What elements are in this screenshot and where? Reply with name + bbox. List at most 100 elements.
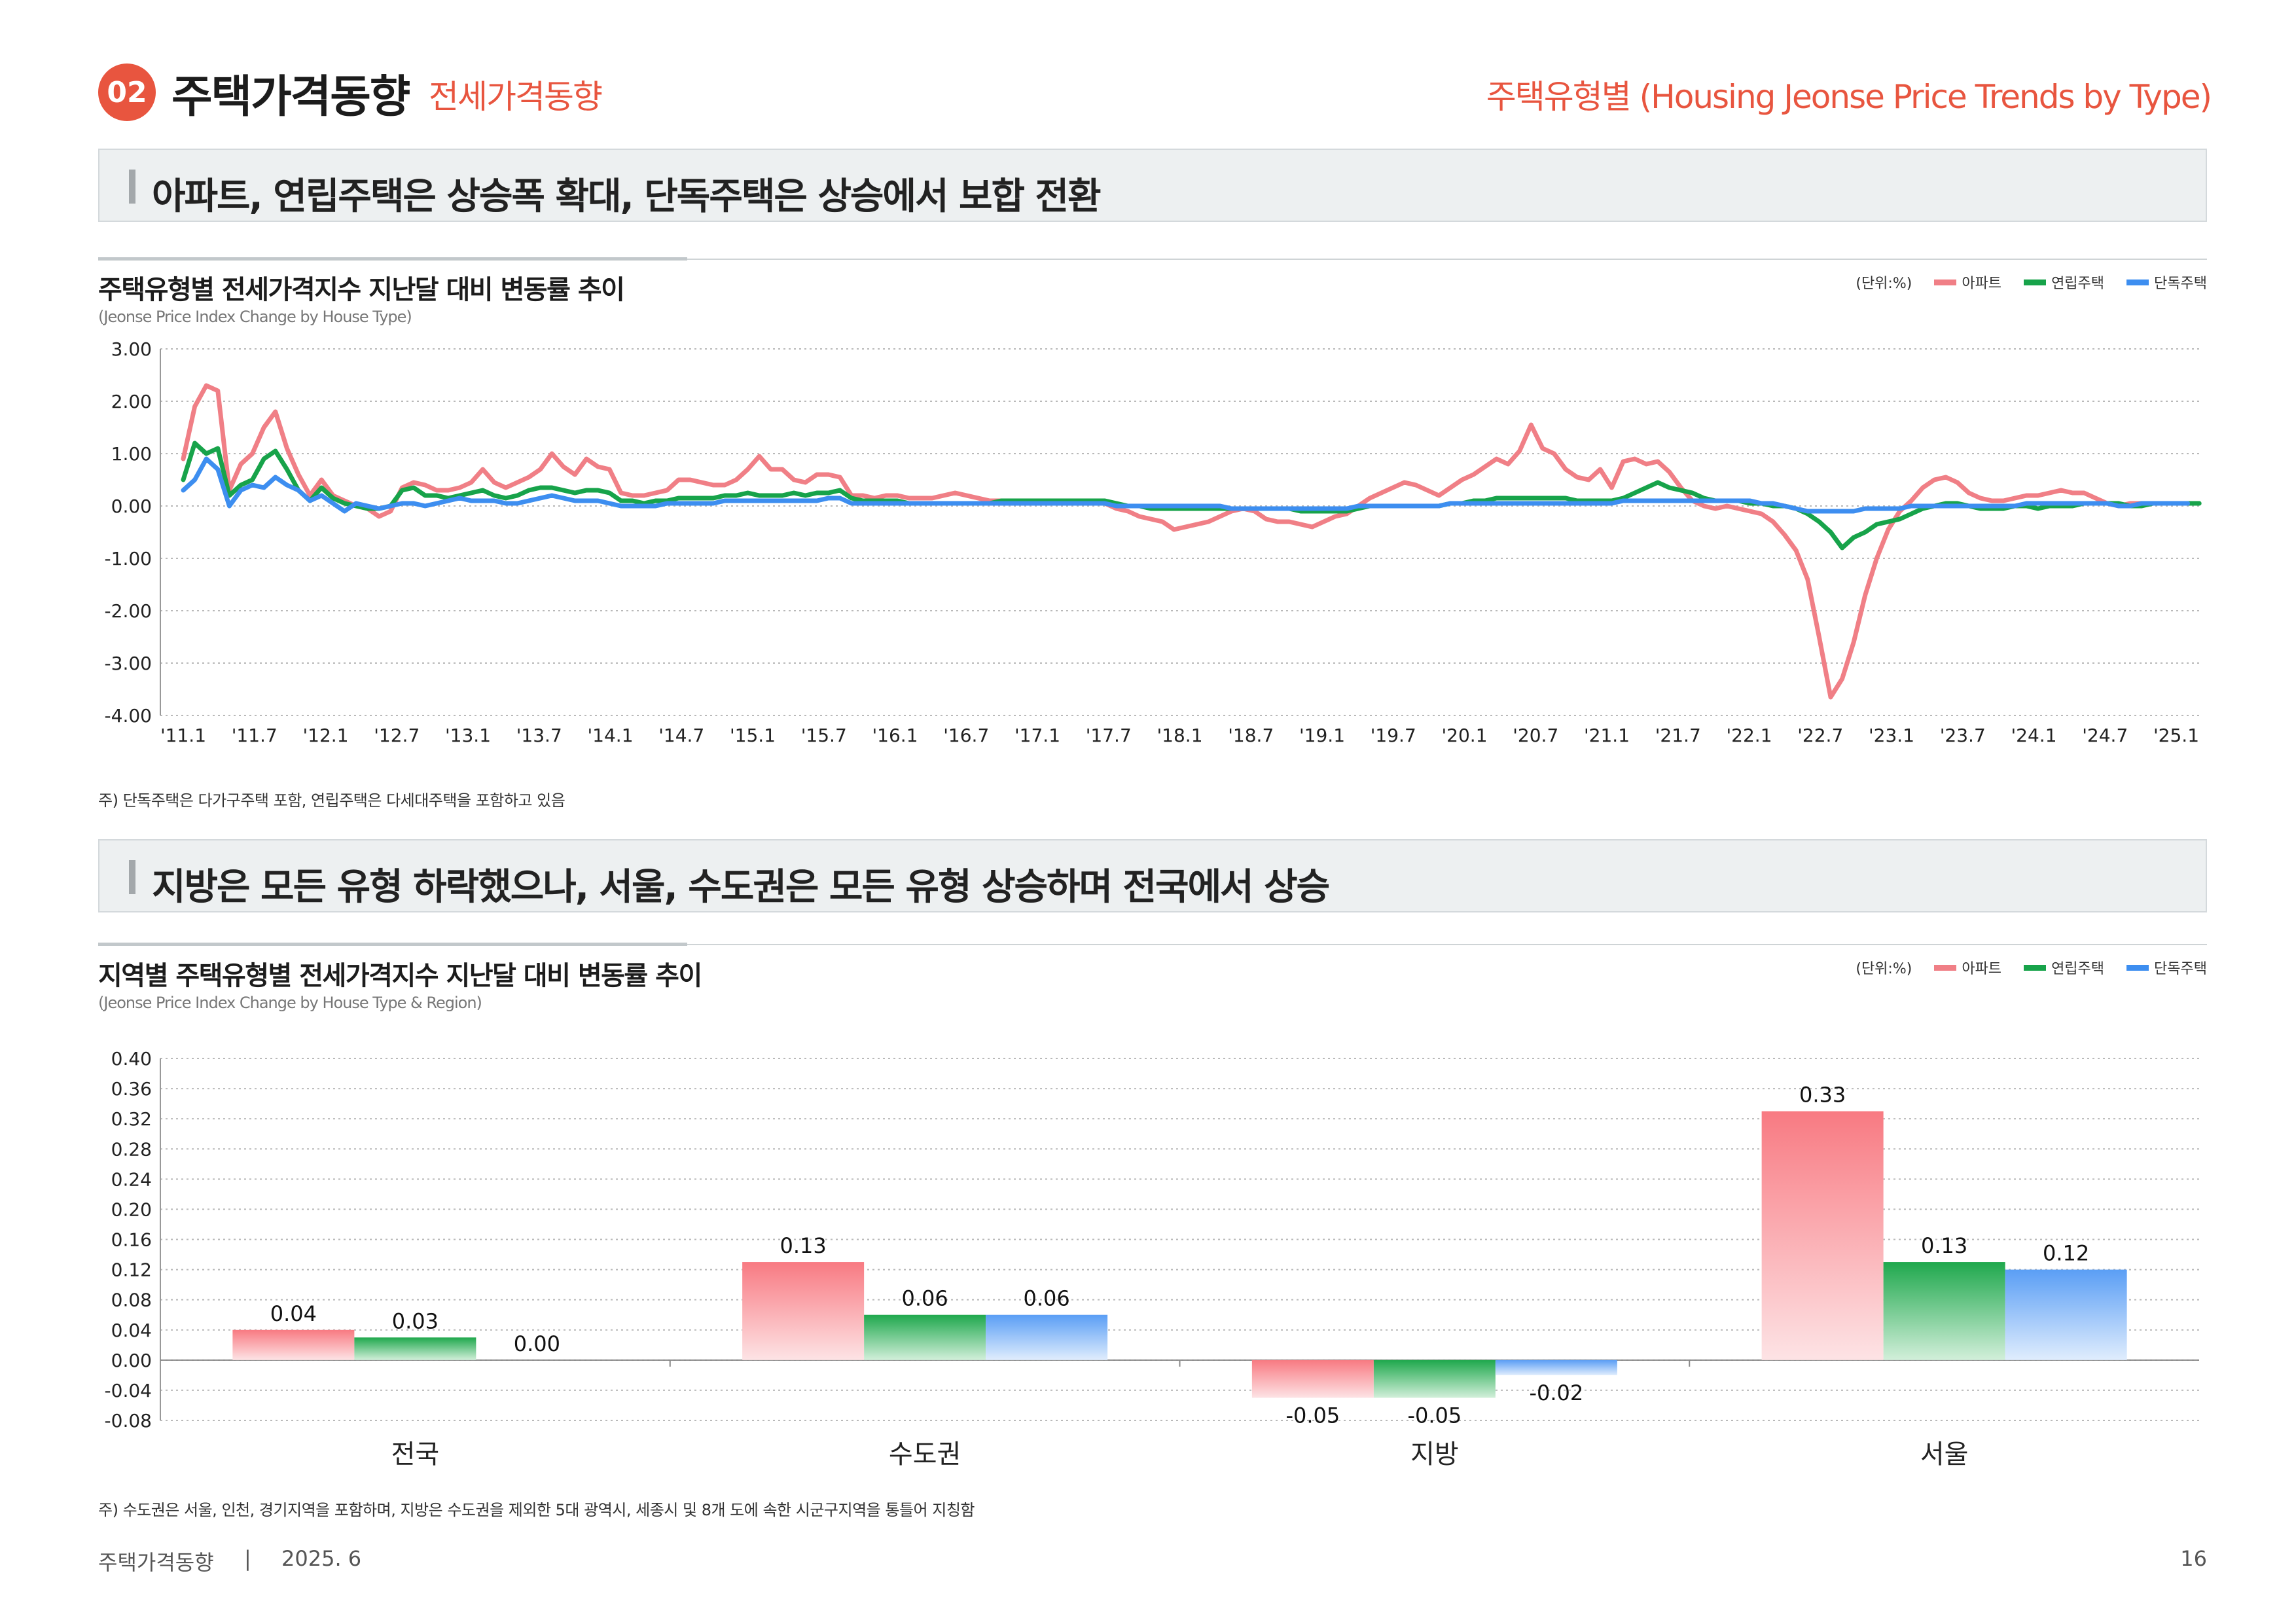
bar-단독주택 — [2005, 1269, 2127, 1360]
x-tick-label: '12.1 — [302, 725, 348, 746]
chart2-title: 지역별 주택유형별 전세가격지수 지난달 대비 변동률 추이 — [98, 961, 702, 991]
legend-row-label: 연립주택 — [2051, 276, 2105, 292]
x-tick-label: '18.7 — [1228, 725, 1274, 746]
x-tick-label: '15.7 — [801, 725, 847, 746]
x-tick-label: '13.7 — [516, 725, 562, 746]
bar-단독주택 — [986, 1314, 1108, 1360]
legend-det-label: 단독주택 — [2154, 961, 2207, 977]
x-tick-label: '17.1 — [1014, 725, 1060, 746]
section1-headline: 아파트, 연립주택은 상승폭 확대, 단독주택은 상승에서 보합 전환 — [152, 175, 1102, 218]
legend-unit: (단위:%) — [1856, 961, 1912, 977]
x-tick-label: '14.1 — [587, 725, 633, 746]
section2-headline: 지방은 모든 유형 하락했으나, 서울, 수도권은 모든 유형 상승하며 전국에… — [152, 866, 1330, 909]
x-tick-label: '18.1 — [1157, 725, 1202, 746]
x-tick-label: '22.1 — [1726, 725, 1772, 746]
series-line-단독주택 — [181, 456, 2191, 514]
y-tick-label: -0.08 — [105, 1410, 152, 1432]
data-label: -0.05 — [1285, 1403, 1340, 1428]
bar-아파트 — [1761, 1111, 1884, 1360]
legend-det: 단독주택 — [2126, 957, 2207, 978]
x-tick-label: '21.1 — [1584, 725, 1630, 746]
page-subtitle: 전세가격동향 — [429, 78, 603, 116]
chart2-legend: (단위:%) 아파트 연립주택 단독주택 — [1856, 957, 2207, 978]
y-tick-label: -0.04 — [105, 1380, 152, 1401]
bar-아파트 — [1251, 1360, 1374, 1398]
data-label: 0.03 — [392, 1308, 439, 1333]
chart1-legend: (단위:%) 아파트 연립주택 단독주택 — [1856, 272, 2207, 293]
bar-단독주택 — [1495, 1360, 1617, 1375]
category-label: 전국 — [391, 1439, 440, 1470]
y-tick-label: 2.00 — [111, 391, 152, 412]
x-tick-label: '16.7 — [943, 725, 989, 746]
section1-banner: 아파트, 연립주택은 상승폭 확대, 단독주택은 상승에서 보합 전환 — [98, 149, 2207, 222]
y-tick-label: 1.00 — [111, 443, 152, 465]
x-tick-label: '11.7 — [232, 725, 278, 746]
section2-banner: 지방은 모든 유형 하락했으나, 서울, 수도권은 모든 유형 상승하며 전국에… — [98, 839, 2207, 912]
x-tick-label: '23.1 — [1869, 725, 1914, 746]
x-tick-label: '13.1 — [445, 725, 491, 746]
series-line-아파트 — [181, 383, 2179, 700]
chart2-top-rule — [98, 943, 2207, 946]
legend-apt: 아파트 — [1934, 272, 2001, 293]
line-chart: 3.00 2.00 1.00 0.00 -1.00 -2.00 -3.00 -4.00 '11.… — [105, 338, 2202, 746]
legend-row-swatch — [2024, 964, 2047, 971]
y-tick-label: 0.36 — [111, 1078, 152, 1100]
y-tick-label: -4.00 — [105, 705, 152, 727]
y-tick-label: 0.24 — [111, 1168, 152, 1190]
data-label: 0.06 — [1024, 1286, 1070, 1311]
bar-연립주택 — [1373, 1360, 1496, 1398]
legend-apt-label: 아파트 — [1962, 276, 2002, 292]
y-tick-label: 0.12 — [111, 1259, 152, 1281]
legend-det: 단독주택 — [2126, 272, 2207, 293]
y-tick-label: -2.00 — [105, 600, 152, 622]
x-tick-label: '21.7 — [1655, 725, 1701, 746]
series-line-연립주택 — [181, 441, 2202, 550]
y-tick-label: 3.00 — [111, 338, 152, 360]
legend-apt-swatch — [1934, 279, 1957, 285]
banner-accent-bar — [129, 170, 135, 204]
category-label: 지방 — [1410, 1439, 1459, 1470]
x-tick-label: '24.1 — [2011, 725, 2056, 746]
chart2-subtitle: (Jeonse Price Index Change by House Type… — [98, 994, 482, 1012]
y-tick-label: -3.00 — [105, 653, 152, 674]
legend-apt: 아파트 — [1934, 957, 2001, 978]
data-label: -0.02 — [1529, 1380, 1583, 1405]
x-tick-label: '16.1 — [872, 725, 918, 746]
y-tick-label: 0.00 — [111, 1350, 152, 1371]
legend-row-label: 연립주택 — [2051, 961, 2105, 977]
x-tick-label: '19.7 — [1371, 725, 1416, 746]
data-label: 0.12 — [2043, 1241, 2089, 1266]
x-tick-label: '14.7 — [658, 725, 704, 746]
data-label: -0.05 — [1407, 1403, 1462, 1428]
bar-아파트 — [232, 1329, 355, 1360]
y-tick-label: 0.20 — [111, 1199, 152, 1220]
x-tick-label: '19.1 — [1299, 725, 1345, 746]
y-tick-label: 0.16 — [111, 1229, 152, 1251]
data-label: 0.13 — [1921, 1233, 1967, 1258]
data-label: 0.00 — [514, 1331, 560, 1356]
x-tick-label: '23.7 — [1940, 725, 1986, 746]
legend-row: 연립주택 — [2024, 957, 2104, 978]
y-tick-label: -1.00 — [105, 548, 152, 569]
chart1-title: 주택유형별 전세가격지수 지난달 대비 변동률 추이 — [98, 275, 625, 305]
page-title: 주택가격동향 — [171, 71, 410, 123]
x-tick-label: '24.7 — [2082, 725, 2128, 746]
bar-연립주택 — [354, 1337, 476, 1360]
y-tick-label: 0.32 — [111, 1108, 152, 1130]
x-tick-label: '20.7 — [1513, 725, 1558, 746]
legend-apt-label: 아파트 — [1962, 961, 2002, 977]
x-tick-label: '22.7 — [1797, 725, 1843, 746]
category-label: 수도권 — [889, 1439, 961, 1470]
bar-연립주택 — [864, 1314, 986, 1360]
legend-det-label: 단독주택 — [2154, 276, 2207, 292]
y-tick-label: 0.04 — [111, 1320, 152, 1341]
x-tick-label: '25.1 — [2153, 725, 2199, 746]
data-label: 0.04 — [270, 1301, 317, 1326]
bar-아파트 — [742, 1262, 865, 1360]
chart1-note: 주) 단독주택은 다가구주택 포함, 연립주택은 다세대주택을 포함하고 있음 — [98, 791, 565, 810]
legend-apt-swatch — [1934, 964, 1957, 971]
legend-det-swatch — [2126, 279, 2149, 285]
section-number-badge: 02 — [98, 63, 156, 121]
x-tick-label: '15.1 — [730, 725, 776, 746]
data-label: 0.33 — [1799, 1083, 1846, 1108]
